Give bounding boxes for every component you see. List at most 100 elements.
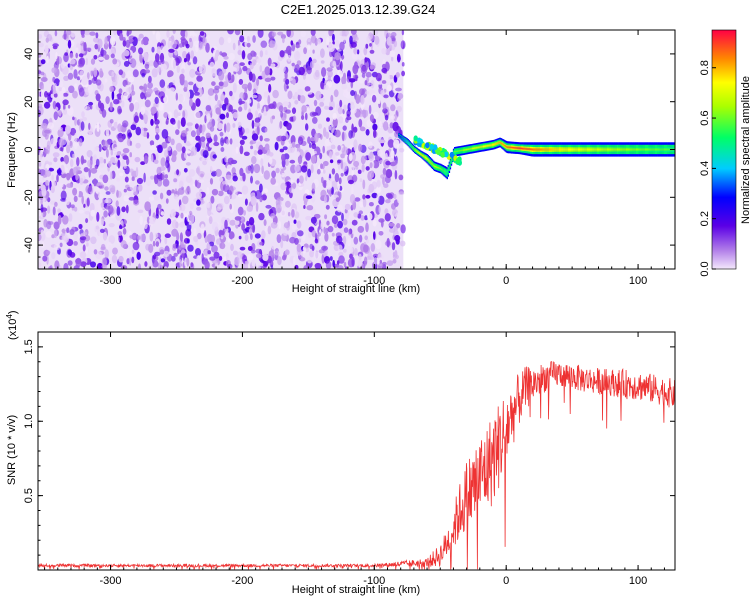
- signal-trace-cell: [477, 146, 479, 149]
- noise-speckle: [99, 68, 103, 78]
- signal-trace-cell: [426, 158, 428, 160]
- signal-trace-cell: [586, 148, 589, 151]
- noise-speckle: [78, 223, 83, 230]
- noise-speckle: [125, 204, 129, 214]
- noise-speckle: [388, 222, 395, 227]
- noise-speckle: [123, 60, 130, 67]
- noise-speckle: [76, 76, 81, 81]
- noise-speckle: [261, 230, 266, 240]
- noise-speckle: [110, 150, 114, 156]
- noise-speckle: [98, 100, 102, 109]
- noise-speckle: [172, 79, 176, 86]
- noise-speckle: [327, 70, 333, 78]
- signal-trace-cell: [515, 147, 517, 149]
- noise-speckle: [201, 125, 205, 135]
- noise-speckle: [165, 120, 169, 125]
- noise-speckle: [225, 179, 229, 186]
- noise-speckle: [67, 39, 72, 49]
- noise-speckle: [271, 31, 277, 37]
- noise-speckle: [160, 157, 166, 167]
- signal-branch-blob: [440, 151, 445, 158]
- noise-speckle: [176, 218, 183, 223]
- noise-speckle: [364, 215, 368, 221]
- noise-speckle: [297, 88, 304, 96]
- noise-speckle: [282, 146, 288, 151]
- noise-speckle: [221, 94, 225, 100]
- noise-speckle: [214, 94, 218, 101]
- noise-speckle: [316, 168, 321, 175]
- noise-speckle: [184, 30, 188, 38]
- noise-speckle: [171, 189, 175, 194]
- signal-trace-cell: [603, 148, 606, 151]
- noise-speckle: [330, 136, 335, 143]
- noise-speckle: [129, 168, 134, 173]
- noise-speckle: [99, 228, 105, 233]
- noise-speckle: [288, 77, 293, 81]
- signal-trace-cell: [569, 148, 571, 151]
- noise-speckle: [152, 254, 157, 260]
- noise-speckle: [215, 107, 221, 115]
- noise-speckle: [270, 222, 278, 229]
- noise-speckle: [186, 238, 190, 244]
- noise-speckle: [226, 112, 229, 119]
- noise-speckle: [282, 254, 287, 261]
- noise-speckle: [136, 251, 141, 260]
- noise-speckle: [154, 96, 159, 105]
- signal-trace-cell: [545, 148, 548, 151]
- noise-speckle: [167, 111, 173, 120]
- noise-speckle: [400, 224, 406, 234]
- noise-speckle: [264, 66, 271, 76]
- noise-speckle: [335, 235, 343, 244]
- noise-speckle: [320, 48, 325, 58]
- noise-speckle: [250, 164, 254, 174]
- signal-trace-cell: [629, 148, 631, 151]
- noise-speckle: [51, 174, 54, 181]
- noise-speckle: [279, 148, 284, 153]
- noise-speckle: [88, 185, 93, 193]
- noise-speckle: [98, 144, 102, 152]
- noise-speckle: [384, 152, 388, 161]
- noise-speckle: [59, 242, 63, 248]
- signal-trace-cell: [557, 148, 559, 151]
- noise-speckle: [175, 194, 180, 201]
- noise-speckle: [196, 127, 201, 137]
- noise-speckle: [221, 52, 228, 58]
- noise-speckle: [299, 175, 304, 184]
- signal-trace-cell: [538, 148, 540, 151]
- noise-speckle: [177, 112, 181, 117]
- noise-speckle: [303, 47, 307, 55]
- noise-speckle: [371, 94, 377, 103]
- noise-speckle: [239, 92, 245, 101]
- signal-trace-cell: [576, 148, 578, 151]
- noise-speckle: [44, 91, 48, 98]
- noise-speckle: [80, 121, 85, 131]
- noise-speckle: [65, 125, 71, 134]
- noise-speckle: [255, 202, 259, 212]
- noise-speckle: [155, 241, 160, 247]
- noise-speckle: [185, 175, 192, 183]
- noise-speckle: [272, 89, 279, 99]
- noise-speckle: [69, 58, 76, 65]
- noise-speckle: [52, 206, 56, 216]
- noise-speckle: [38, 70, 42, 74]
- noise-speckle: [244, 86, 248, 94]
- noise-speckle: [250, 233, 253, 241]
- noise-speckle: [164, 46, 167, 53]
- noise-speckle: [320, 222, 324, 230]
- noise-speckle: [60, 198, 67, 202]
- noise-speckle: [237, 121, 242, 128]
- noise-speckle: [250, 145, 254, 150]
- noise-speckle: [279, 50, 285, 58]
- noise-speckle: [84, 104, 88, 110]
- noise-speckle: [219, 242, 226, 250]
- signal-trace-cell: [468, 148, 471, 150]
- noise-speckle: [132, 241, 140, 251]
- noise-speckle: [149, 217, 156, 225]
- noise-speckle: [152, 30, 156, 35]
- signal-trace-cell: [465, 149, 467, 151]
- spectrogram-x-tick-label: -200: [231, 275, 253, 287]
- noise-speckle: [69, 229, 75, 235]
- noise-speckle: [349, 194, 356, 204]
- noise-speckle: [60, 156, 65, 163]
- noise-speckle: [126, 30, 132, 35]
